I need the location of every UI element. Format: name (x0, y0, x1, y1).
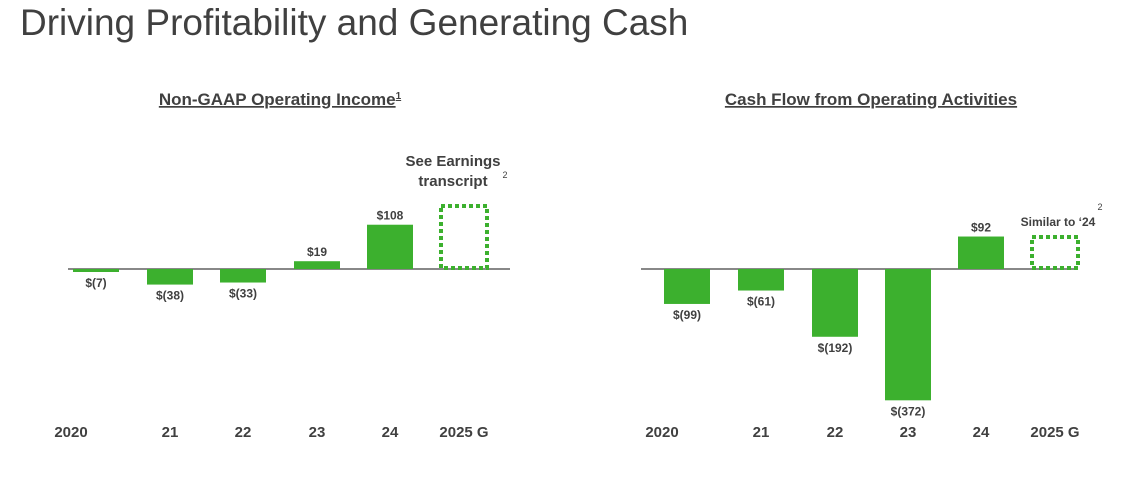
cf-data-label: $92 (971, 221, 991, 235)
cash-flow-chart: Cash Flow from Operating Activities 2020 $… (641, 90, 1103, 441)
oi-data-label: $(33) (229, 287, 257, 301)
oi-category-label: 2020 (54, 424, 87, 441)
oi-guidance-note-line: See Earnings (405, 153, 500, 170)
cf-bar-24 (958, 236, 1004, 269)
cf-data-label: $(192) (818, 341, 853, 355)
oi-guidance-footnote: 2 (502, 170, 507, 180)
cf-guidance-note-line: Similar to ‘24 (1021, 215, 1096, 229)
oi-bar-21 (147, 269, 193, 285)
cf-category-label: 21 (753, 424, 770, 441)
oi-data-label: $(38) (156, 289, 184, 303)
oi-data-label: $(7) (85, 276, 106, 290)
oi-data-label: $19 (307, 245, 327, 259)
cf-chart-title-text: Cash Flow from Operating Activities (725, 90, 1017, 109)
oi-category-label: 24 (382, 424, 399, 441)
cf-data-label: $(372) (891, 404, 926, 418)
oi-bar-24 (367, 224, 413, 269)
cf-bar-21 (738, 269, 784, 291)
cf-bar-2020 (664, 269, 710, 304)
cf-chart-title: Cash Flow from Operating Activities (725, 90, 1017, 109)
page-title: Driving Profitability and Generating Cas… (20, 2, 689, 43)
oi-category-label: 2025 G (439, 424, 488, 441)
operating-income-chart: Non-GAAP Operating Income12020$(7)21$(38… (54, 90, 510, 441)
cf-guidance-box (1030, 235, 1080, 270)
cf-data-label: $(61) (747, 295, 775, 309)
oi-chart-title-text: Non-GAAP Operating Income (159, 90, 396, 109)
cf-bar-22 (812, 269, 858, 337)
cf-bar-23 (885, 269, 931, 401)
oi-category-label: 22 (235, 424, 252, 441)
cf-category-label: 2025 G (1030, 424, 1079, 441)
oi-guidance-box (439, 204, 489, 270)
cf-category-label: 23 (900, 424, 917, 441)
oi-data-label: $108 (377, 209, 404, 223)
oi-chart-title: Non-GAAP Operating Income1 (159, 90, 402, 109)
oi-bar-23 (294, 261, 340, 269)
oi-category-label: 21 (162, 424, 179, 441)
cf-category-label: 2020 (645, 424, 678, 441)
cf-category-label: 22 (827, 424, 844, 441)
cf-guidance-footnote: 2 (1097, 202, 1102, 212)
oi-bar-22 (220, 269, 266, 283)
cf-category-label: 24 (973, 424, 990, 441)
oi-chart-title-footnote: 1 (396, 91, 402, 102)
cf-data-label: $(99) (673, 308, 701, 322)
oi-bar-2020 (73, 269, 119, 272)
oi-category-label: 23 (309, 424, 326, 441)
oi-guidance-note-line: transcript (418, 173, 487, 190)
